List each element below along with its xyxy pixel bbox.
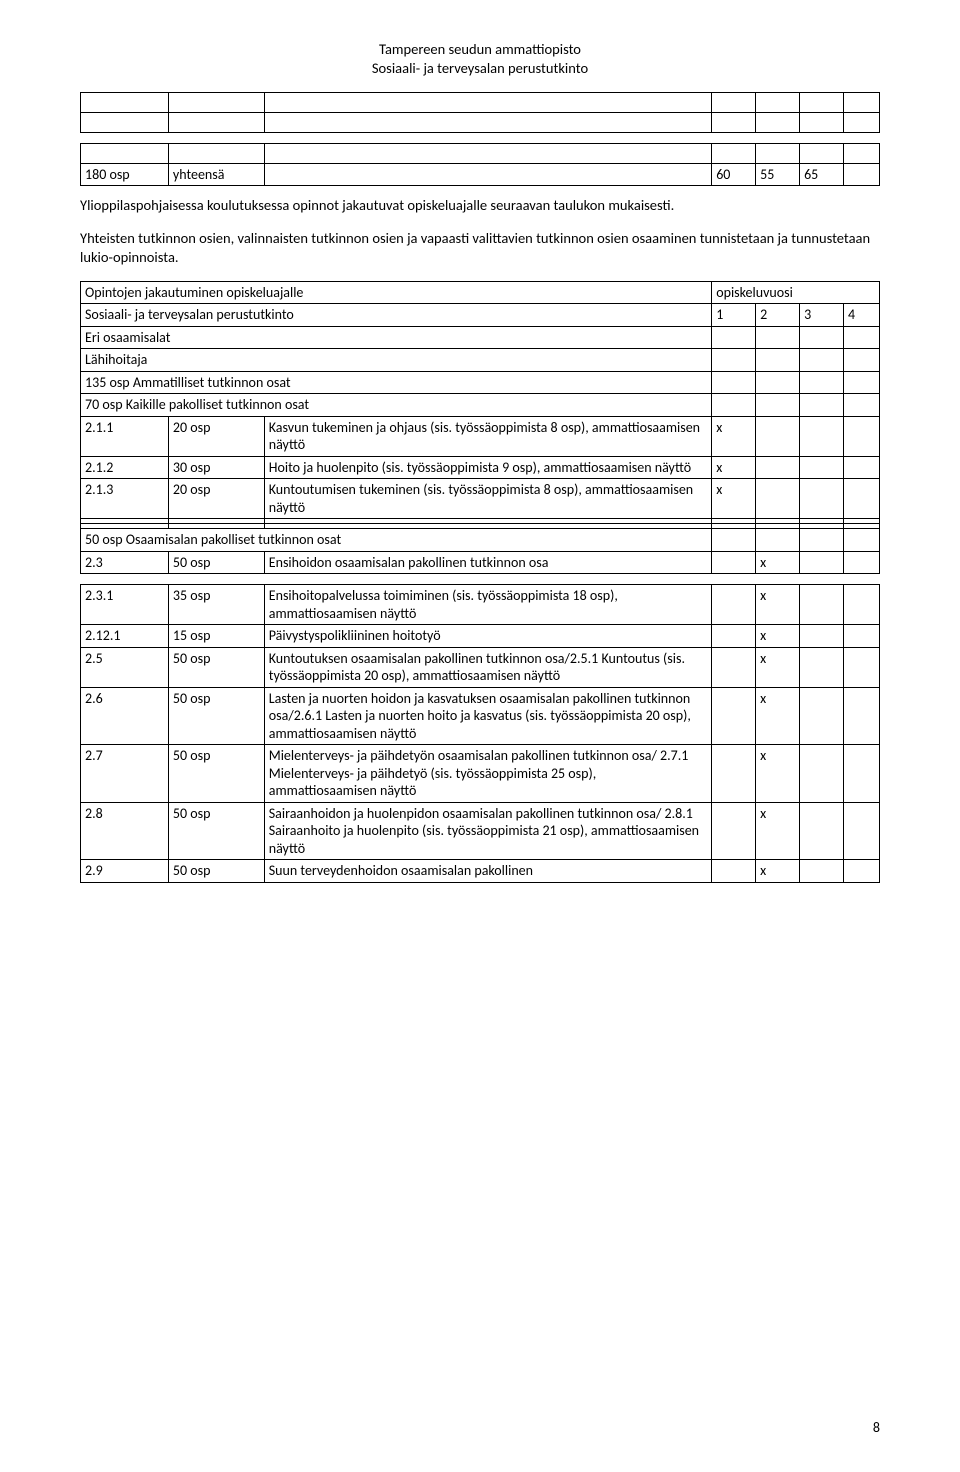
cell: 2.5	[81, 647, 169, 687]
cell: yhteensä	[168, 163, 264, 186]
cell: 50 osp	[168, 745, 264, 803]
cell: 50 osp Osaamisalan pakolliset tutkinnon …	[81, 529, 712, 552]
cell: 65	[800, 163, 844, 186]
cell: 2.1.3	[81, 479, 169, 519]
top-table	[80, 92, 880, 133]
page-number: 8	[873, 1419, 880, 1436]
cell: x	[756, 551, 800, 574]
document-header: Tampereen seudun ammattiopisto Sosiaali-…	[80, 40, 880, 78]
paragraph-1: Ylioppilaspohjaisessa koulutuksessa opin…	[80, 196, 880, 215]
cell: Mielenterveys- ja päihdetyön osaamisalan…	[264, 745, 711, 803]
cell: 50 osp	[168, 687, 264, 745]
top-table-2: 180 osp yhteensä 60 55 65	[80, 143, 880, 187]
paragraph-2: Yhteisten tutkinnon osien, valinnaisten …	[80, 229, 880, 267]
cell: x	[712, 479, 756, 519]
cell: Ensihoitopalvelussa toimiminen (sis. työ…	[264, 585, 711, 625]
cell: 2	[756, 304, 800, 327]
cell: Lasten ja nuorten hoidon ja kasvatuksen …	[264, 687, 711, 745]
cell: 35 osp	[168, 585, 264, 625]
cell: 30 osp	[168, 456, 264, 479]
cell: 70 osp Kaikille pakolliset tutkinnon osa…	[81, 394, 712, 417]
cell: 2.3.1	[81, 585, 169, 625]
cell: 2.1.1	[81, 416, 169, 456]
cell: x	[756, 860, 800, 883]
cell: 2.3	[81, 551, 169, 574]
cell: 1	[712, 304, 756, 327]
cell: 2.1.2	[81, 456, 169, 479]
header-line-1: Tampereen seudun ammattiopisto	[80, 40, 880, 59]
cell: x	[756, 687, 800, 745]
cell: 3	[800, 304, 844, 327]
cell: 2.9	[81, 860, 169, 883]
cell: 50 osp	[168, 551, 264, 574]
cell: 4	[844, 304, 880, 327]
cell: Ensihoidon osaamisalan pakollinen tutkin…	[264, 551, 711, 574]
cell: 2.12.1	[81, 625, 169, 648]
cell: 2.6	[81, 687, 169, 745]
cell: opiskeluvuosi	[712, 281, 880, 304]
cell: 20 osp	[168, 416, 264, 456]
cell: x	[756, 585, 800, 625]
cell: Eri osaamisalat	[81, 326, 712, 349]
cell: 55	[756, 163, 800, 186]
cell: 2.7	[81, 745, 169, 803]
cell: 15 osp	[168, 625, 264, 648]
cell: Sairaanhoidon ja huolenpidon osaamisalan…	[264, 802, 711, 860]
cell: 180 osp	[81, 163, 169, 186]
cell: Suun terveydenhoidon osaamisalan pakolli…	[264, 860, 711, 883]
cell: Opintojen jakautuminen opiskeluajalle	[81, 281, 712, 304]
header-line-2: Sosiaali- ja terveysalan perustutkinto	[80, 59, 880, 78]
cell: Kuntoutuksen osaamisalan pakollinen tutk…	[264, 647, 711, 687]
cell: 50 osp	[168, 802, 264, 860]
cell: 50 osp	[168, 860, 264, 883]
cell: x	[756, 625, 800, 648]
cell: x	[756, 745, 800, 803]
cell: Kuntoutumisen tukeminen (sis. työssäoppi…	[264, 479, 711, 519]
cell: 50 osp	[168, 647, 264, 687]
cell: Lähihoitaja	[81, 349, 712, 372]
cell: 135 osp Ammatilliset tutkinnon osat	[81, 371, 712, 394]
cell: Päivystyspolikliininen hoitotyö	[264, 625, 711, 648]
cell: x	[712, 456, 756, 479]
cell: x	[712, 416, 756, 456]
cell: Sosiaali- ja terveysalan perustutkinto	[81, 304, 712, 327]
cell: 2.8	[81, 802, 169, 860]
cell: 60	[712, 163, 756, 186]
mid-table: Opintojen jakautuminen opiskeluajalle op…	[80, 281, 880, 575]
cell: x	[756, 647, 800, 687]
cell: Hoito ja huolenpito (sis. työssäoppimist…	[264, 456, 711, 479]
low-table: 2.3.1 35 osp Ensihoitopalvelussa toimimi…	[80, 584, 880, 883]
cell: 20 osp	[168, 479, 264, 519]
cell: Kasvun tukeminen ja ohjaus (sis. työssäo…	[264, 416, 711, 456]
cell: x	[756, 802, 800, 860]
